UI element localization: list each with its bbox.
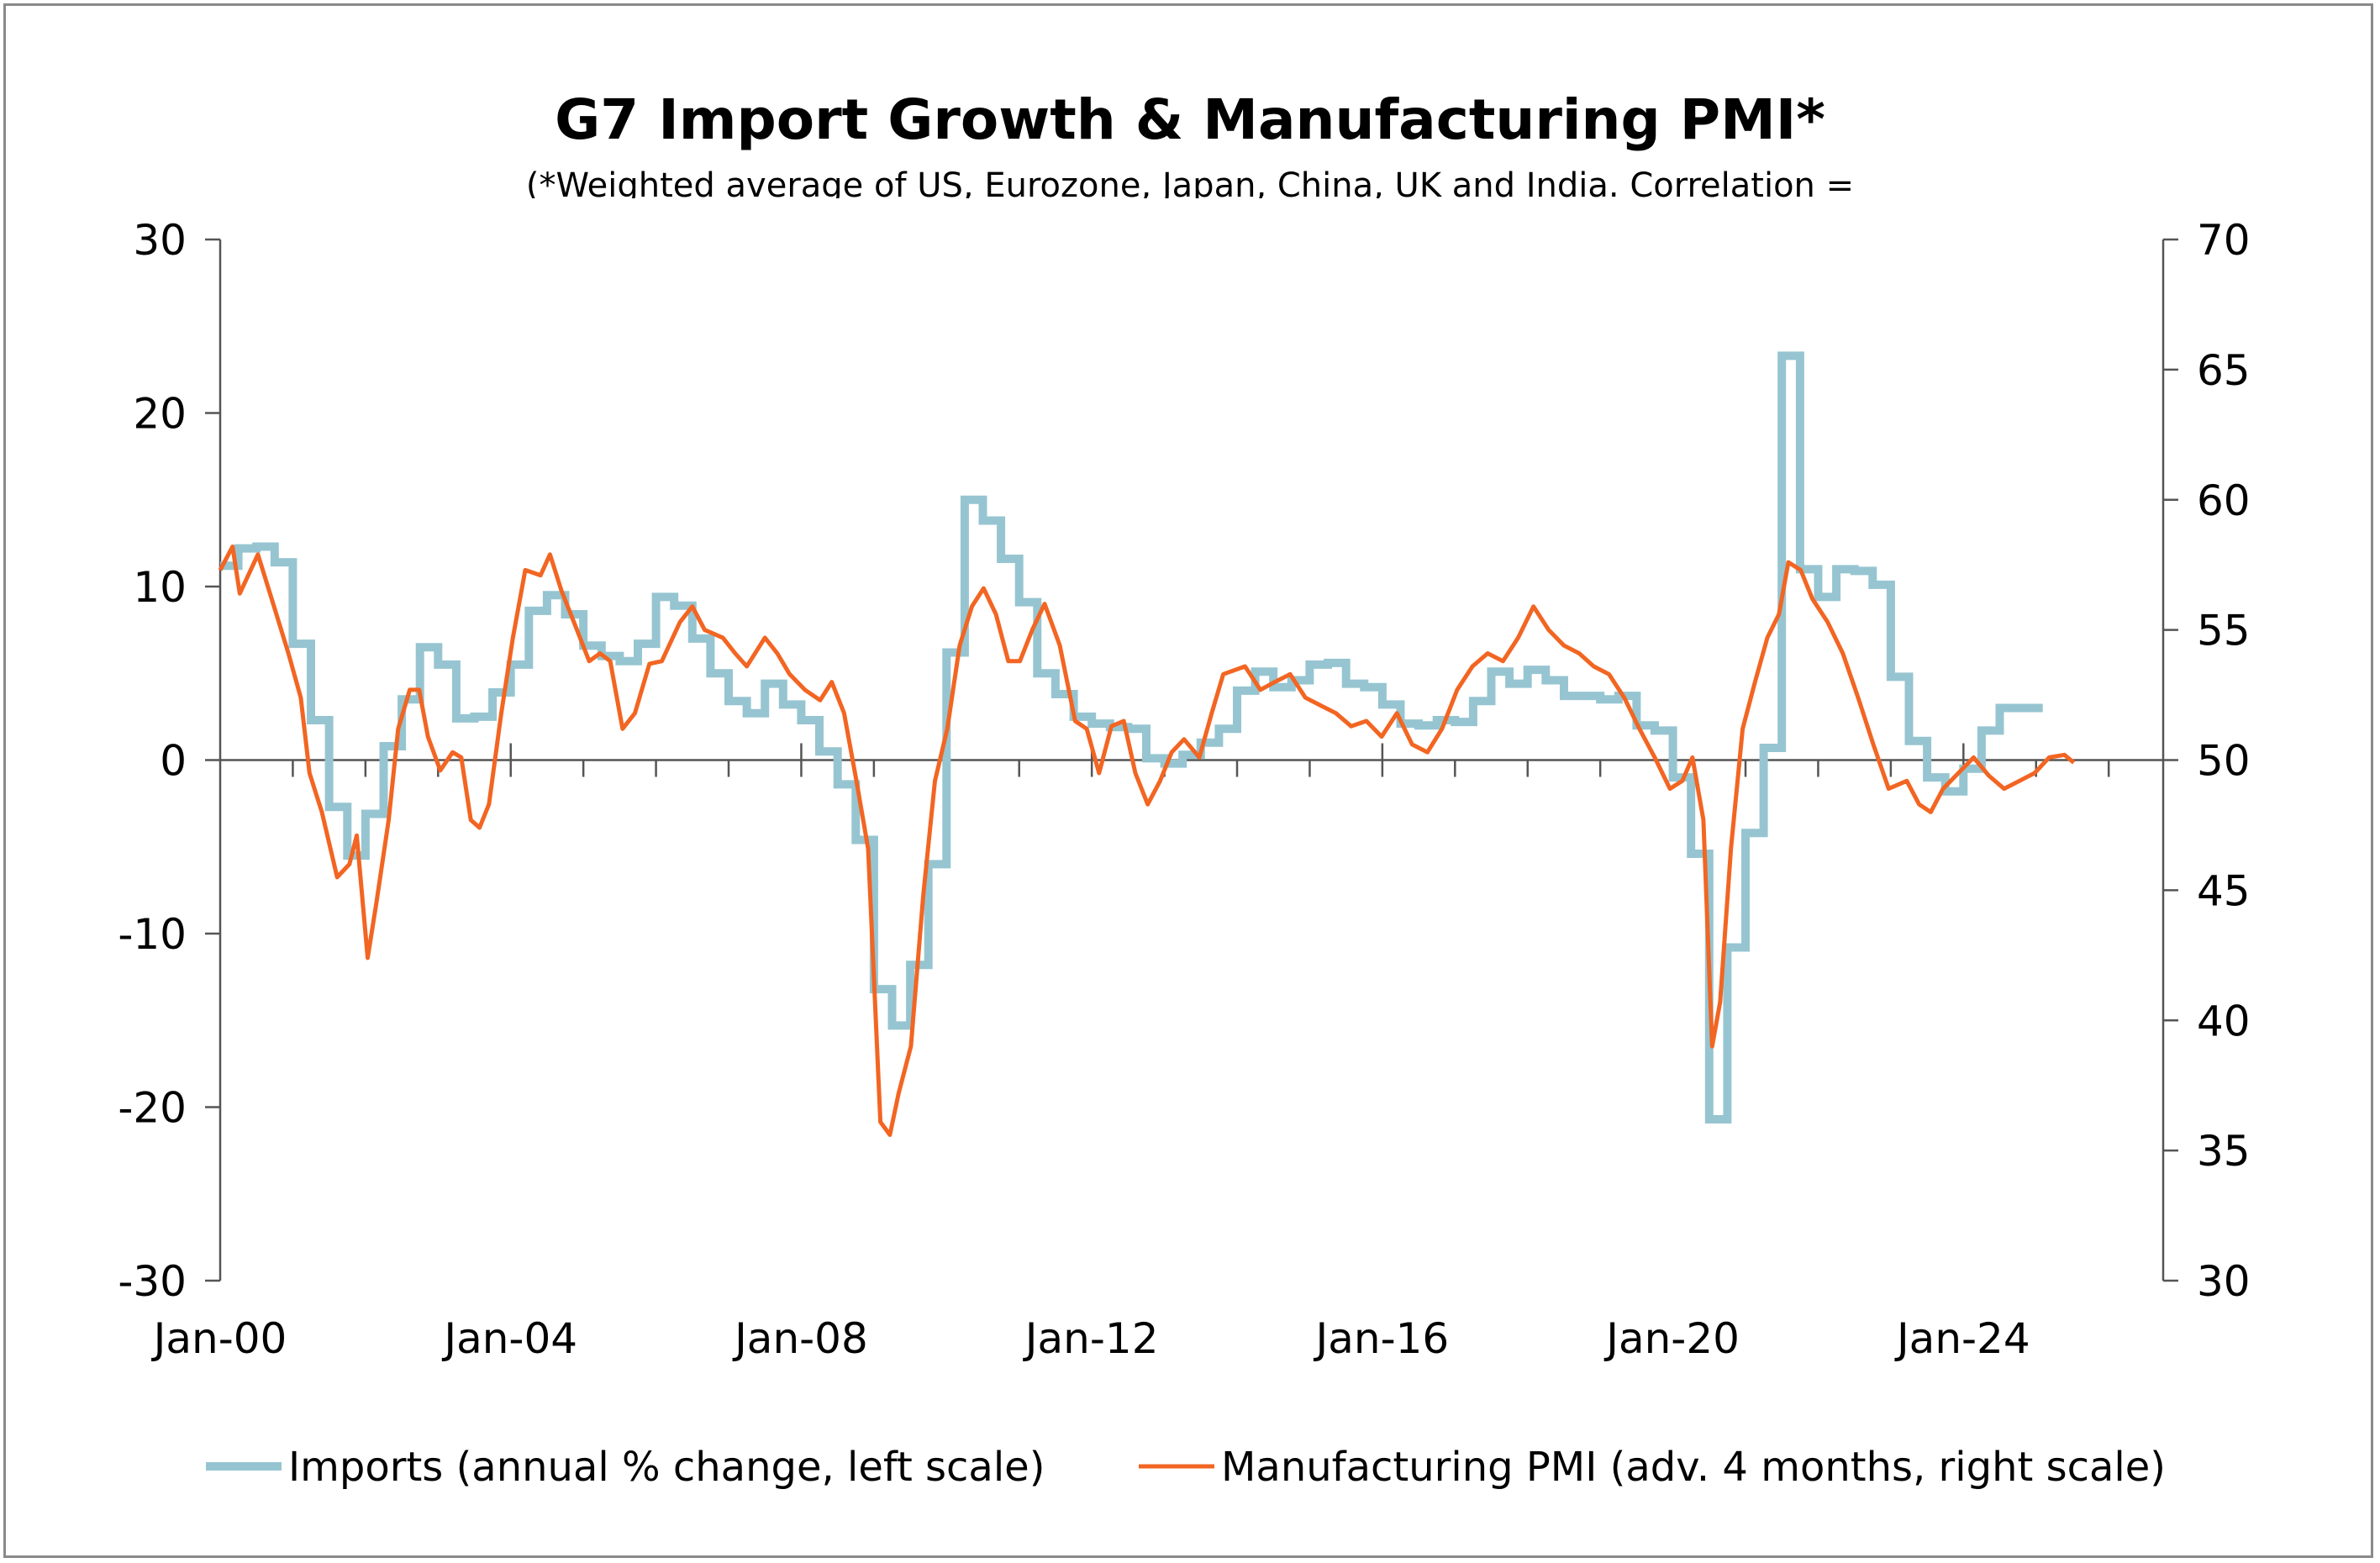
right-tick-label: 60 [2197, 476, 2251, 525]
left-tick-label: -20 [118, 1084, 187, 1133]
right-tick-label: 45 [2197, 866, 2251, 915]
right-tick-label: 65 [2197, 346, 2251, 395]
legend-label-pmi: Manufacturing PMI (adv. 4 months, right … [1221, 1444, 2166, 1491]
left-tick-label: 20 [133, 390, 187, 439]
x-tick-label: Jan-24 [1894, 1314, 2030, 1363]
right-tick-label: 55 [2197, 607, 2251, 655]
legend-label-imports: Imports (annual % change, left scale) [288, 1444, 1045, 1491]
imports-series-line [220, 351, 2043, 1124]
left-tick-label: -30 [118, 1257, 187, 1306]
x-tick-label: Jan-08 [732, 1314, 868, 1363]
legend: Imports (annual % change, left scale) Ma… [206, 1444, 2166, 1491]
right-tick-label: 30 [2197, 1257, 2251, 1306]
chart-title: G7 Import Growth & Manufacturing PMI* [555, 87, 1825, 152]
right-tick-label: 70 [2197, 216, 2251, 265]
chart-frame [3, 3, 2373, 1558]
right-tick-label: 35 [2197, 1127, 2251, 1176]
chart-subtitle: (*Weighted average of US, Eurozone, Japa… [526, 166, 1854, 205]
x-tick-label: Jan-04 [441, 1314, 577, 1363]
x-tick-label: Jan-16 [1314, 1314, 1450, 1363]
left-tick-label: 10 [133, 563, 187, 612]
right-tick-label: 50 [2197, 737, 2251, 786]
x-tick-label: Jan-20 [1603, 1314, 1740, 1363]
left-tick-label: 30 [133, 216, 187, 265]
left-tick-label: -10 [118, 910, 187, 959]
right-tick-label: 40 [2197, 997, 2251, 1045]
pmi-series-line [218, 545, 2076, 1137]
x-tick-label: Jan-12 [1023, 1314, 1159, 1363]
left-tick-label: 0 [160, 737, 187, 786]
x-tick-label: Jan-00 [151, 1314, 287, 1363]
